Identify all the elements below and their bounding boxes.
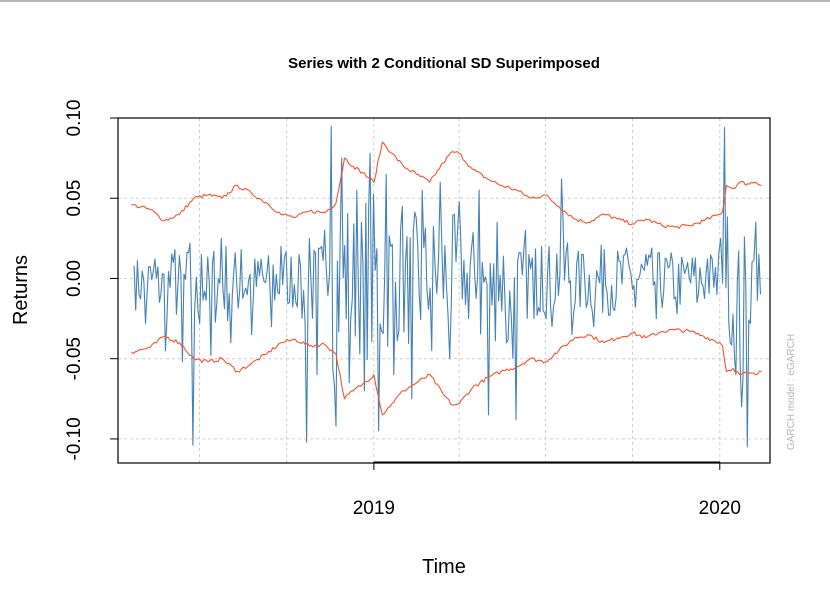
window-top-border: [0, 0, 830, 2]
x-axis: 2019 2020: [353, 461, 741, 519]
y-tick-label-4: -0.10: [64, 417, 85, 460]
x-tick-label-0: 2019: [353, 498, 395, 519]
y-axis: 0.10 0.05 0.00 -0.05 -0.10: [64, 100, 118, 461]
y-tick-label-1: 0.05: [64, 180, 85, 217]
plot-frame: [117, 117, 771, 464]
series-line-lower-2sd: [131, 328, 762, 416]
series-line-upper-2sd: [131, 141, 762, 230]
x-tick-label-1: 2020: [699, 498, 741, 519]
y-axis-label: Returns: [10, 255, 32, 325]
watermark-text: GARCH model : eGARCH: [786, 334, 797, 450]
chart-title: Series with 2 Conditional SD Superimpose…: [288, 55, 600, 72]
y-tick-label-2: 0.00: [64, 260, 85, 297]
x-axis-label: Time: [422, 556, 466, 578]
y-tick-label-0: 0.10: [64, 100, 85, 137]
series-line-returns: [133, 125, 762, 448]
series-layer: [131, 125, 762, 448]
y-tick-label-3: -0.05: [64, 337, 85, 380]
